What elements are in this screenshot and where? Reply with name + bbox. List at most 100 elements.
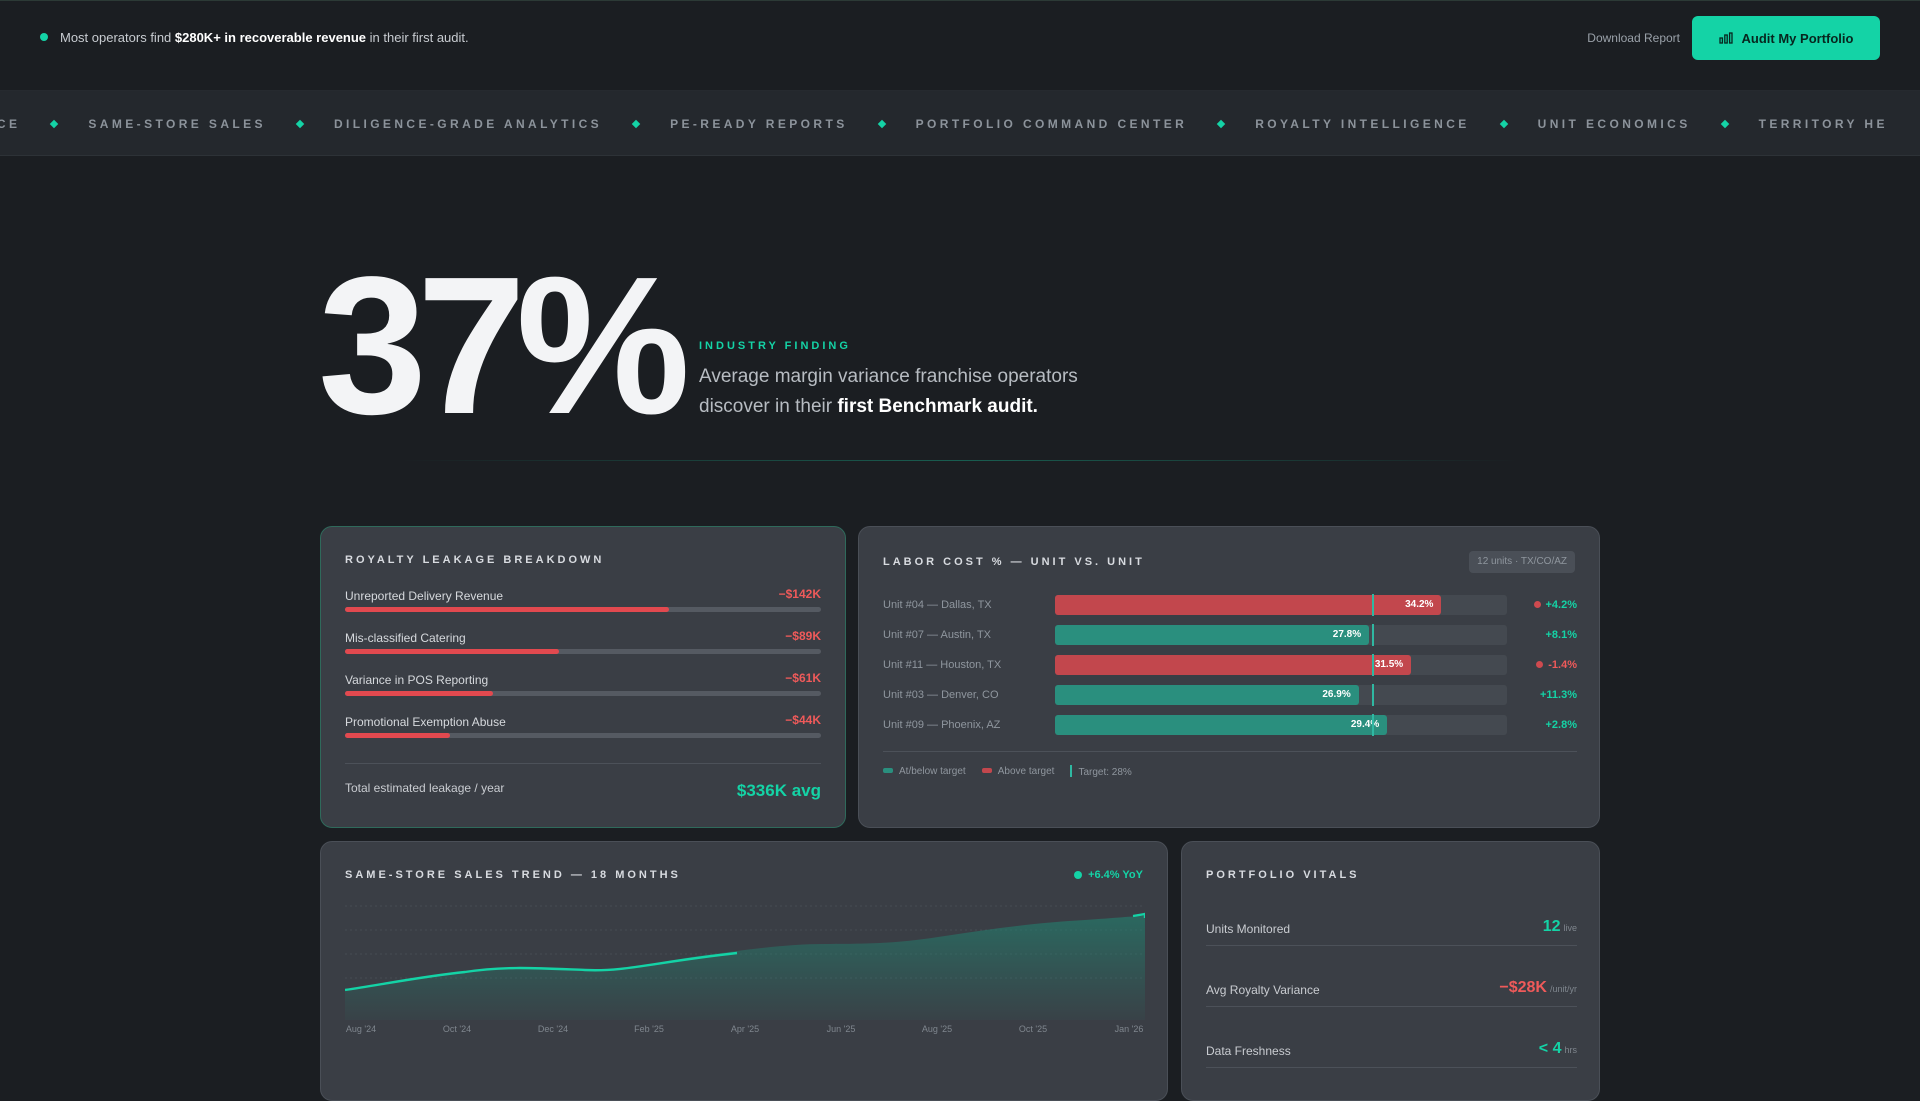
announcement-highlight: $280K+ in recoverable revenue	[174, 30, 367, 45]
audit-portfolio-button[interactable]: Audit My Portfolio	[1692, 16, 1880, 60]
vital-number: 12	[1542, 918, 1561, 935]
target-marker	[1372, 714, 1375, 736]
hero-stat: 37%	[318, 236, 690, 455]
leakage-bar-track	[345, 691, 821, 696]
x-axis-tick-label: Apr '25	[730, 1024, 760, 1034]
x-axis-tick-label: Feb '25	[634, 1024, 664, 1034]
ticker-item: DILIGENCE-GRADE ANALYTICS	[333, 116, 603, 131]
target-marker	[1372, 654, 1375, 676]
x-axis-tick-label: Jan '26	[1114, 1024, 1144, 1034]
labor-bar-track: 31.5%	[1055, 654, 1507, 676]
leakage-bar-fill	[345, 607, 669, 612]
legend-above-label: Above target	[997, 766, 1055, 777]
x-axis-tick-label: Oct '25	[1018, 1024, 1048, 1034]
unit-label: Unit #11 — Houston, TX	[883, 659, 1002, 671]
audit-portfolio-label: Audit My Portfolio	[1741, 30, 1854, 46]
ticker-track: RIANCE SAME-STORE SALES DILIGENCE-GRADE AN…	[0, 91, 1888, 155]
diamond-separator-icon	[1499, 119, 1508, 128]
vital-value: < 4 hrs	[1539, 1040, 1577, 1058]
leakage-row: Variance in POS Reporting −$61K	[345, 671, 821, 696]
leakage-bar-fill	[345, 691, 493, 696]
alert-dot-icon	[1536, 661, 1544, 668]
hero-divider	[400, 460, 1520, 461]
vital-label: Data Freshness	[1206, 1044, 1291, 1058]
diamond-separator-icon	[50, 119, 59, 128]
legend-above-target: Above target	[981, 766, 1055, 777]
labor-row: Unit #11 — Houston, TX 31.5% -1.4%	[883, 654, 1577, 677]
ticker-item: ROYALTY INTELLIGENCE	[1255, 116, 1470, 131]
trend-end-marker	[1132, 912, 1145, 918]
leakage-bar-track	[345, 733, 821, 738]
total-leakage-label: Total estimated leakage / year	[345, 781, 505, 795]
ticker-item: PORTFOLIO COMMAND CENTER	[915, 116, 1188, 131]
hero-eyebrow: INDUSTRY FINDING	[699, 340, 851, 352]
vital-label: Units Monitored	[1206, 922, 1291, 936]
legend-below-label: At/below target	[899, 766, 966, 777]
legend-below-target: At/below target	[883, 766, 966, 777]
vital-value: −$28K/unit/yr	[1499, 979, 1577, 997]
labor-delta: +11.3%	[1540, 689, 1577, 701]
sales-trend-chart	[345, 905, 1145, 1020]
labor-bar-fill: 29.4%	[1055, 715, 1388, 735]
leakage-row: Promotional Exemption Abuse −$44K	[345, 713, 821, 738]
leakage-label: Unreported Delivery Revenue	[345, 589, 504, 603]
labor-delta: +8.1%	[1546, 629, 1578, 641]
ticker-item: SAME-STORE SALES	[88, 116, 266, 131]
labor-delta: -1.4%	[1536, 659, 1577, 671]
sales-trend-card: SAME-STORE SALES TREND — 18 MONTHS +6.4%…	[320, 841, 1168, 1101]
leakage-label: Mis-classified Catering	[345, 631, 466, 645]
leakage-label: Promotional Exemption Abuse	[345, 715, 506, 729]
total-leakage-value: $336K avg	[736, 781, 821, 800]
leakage-bar-fill	[345, 733, 450, 738]
royalty-leakage-card: ROYALTY LEAKAGE BREAKDOWN Unreported Del…	[320, 526, 846, 828]
vital-row: Avg Royalty Variance −$28K/unit/yr	[1206, 967, 1577, 1007]
trend-card-title: SAME-STORE SALES TREND — 18 MONTHS	[345, 869, 681, 881]
diamond-separator-icon	[631, 119, 641, 128]
labor-bar-track: 27.8%	[1055, 624, 1507, 646]
download-report-link[interactable]: Download Report	[1587, 31, 1680, 45]
vital-label: Avg Royalty Variance	[1206, 983, 1320, 997]
announcement-text: Most operators find $280K+ in recoverabl…	[60, 30, 469, 45]
labor-delta-value: -1.4%	[1548, 659, 1577, 671]
x-axis-tick-label: Aug '25	[921, 1024, 953, 1034]
labor-bar-fill: 34.2%	[1055, 595, 1442, 615]
leakage-row: Unreported Delivery Revenue −$142K	[345, 587, 821, 612]
vital-number: −$28K	[1499, 979, 1547, 996]
target-marker	[1372, 594, 1375, 616]
leakage-amount: −$142K	[778, 587, 821, 601]
labor-row: Unit #07 — Austin, TX 27.8% +8.1%	[883, 624, 1578, 647]
labor-bar-value: 34.2%	[1405, 599, 1434, 610]
labor-bar-track: 29.4%	[1055, 714, 1507, 736]
diamond-separator-icon	[295, 119, 305, 128]
labor-bar-fill: 26.9%	[1055, 685, 1359, 705]
ticker-item: UNIT ECONOMICS	[1537, 116, 1691, 131]
sales-trend-line	[345, 951, 738, 992]
labor-row: Unit #04 — Dallas, TX 34.2% +4.2%	[883, 594, 1578, 617]
alert-dot-icon	[1533, 601, 1541, 608]
diamond-separator-icon	[1216, 119, 1226, 128]
labor-delta-value: +4.2%	[1545, 599, 1578, 611]
x-axis-tick-label: Dec '24	[537, 1024, 569, 1034]
leakage-amount: −$61K	[785, 671, 821, 685]
vital-row: Units Monitored 12 live	[1206, 906, 1577, 946]
labor-delta: +2.8%	[1546, 719, 1578, 731]
x-axis-tick-label: Jun '25	[826, 1024, 856, 1034]
labor-bar-track: 26.9%	[1055, 684, 1507, 706]
labor-bar-fill: 27.8%	[1055, 625, 1370, 645]
hero-description-bold: first Benchmark audit.	[837, 396, 1038, 417]
ticker-item: PE-READY REPORTS	[670, 116, 848, 131]
leakage-bar-fill	[345, 649, 560, 654]
leakage-amount: −$89K	[785, 629, 821, 643]
x-axis-tick-label: Oct '24	[442, 1024, 472, 1034]
units-badge: 12 units · TX/CO/AZ	[1469, 551, 1575, 573]
sales-area	[345, 916, 1145, 1020]
vitals-card-title: PORTFOLIO VITALS	[1206, 869, 1360, 881]
vital-row: Data Freshness < 4 hrs	[1206, 1028, 1577, 1068]
feature-ticker: RIANCE SAME-STORE SALES DILIGENCE-GRADE AN…	[0, 91, 1920, 156]
labor-legend: At/below target Above target Target: 28%	[883, 765, 1132, 778]
divider	[345, 763, 821, 764]
legend-swatch-above	[981, 768, 992, 773]
legend-swatch-below	[883, 768, 893, 773]
labor-card-title: LABOR COST % — UNIT VS. UNIT	[883, 556, 1145, 568]
legend-target-line	[1070, 765, 1073, 777]
